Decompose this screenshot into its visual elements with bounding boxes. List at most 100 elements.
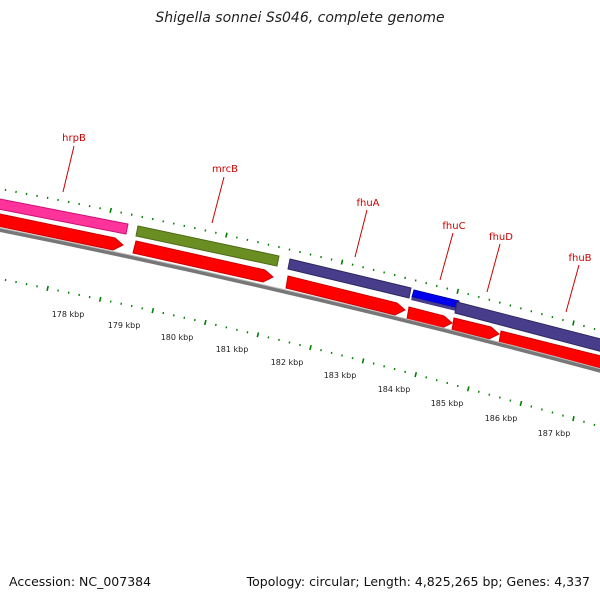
minor-tick (78, 202, 81, 206)
minor-tick (404, 370, 407, 373)
minor-tick (36, 285, 38, 288)
minor-tick (383, 365, 386, 368)
minor-tick (446, 381, 449, 385)
minor-tick (404, 276, 407, 279)
minor-tick (67, 200, 70, 204)
gene-label-fhuD: fhuD (489, 232, 513, 243)
gene-bar-mrcB[interactable] (135, 225, 280, 267)
minor-tick (25, 192, 28, 196)
cds-arrow[interactable] (132, 240, 274, 283)
major-tick (309, 345, 312, 351)
scale-label: 182 kbp (271, 358, 304, 367)
gene-bar-fhuD-fhuB[interactable] (454, 301, 600, 352)
minor-tick (330, 351, 333, 354)
cds-arrow[interactable] (498, 330, 600, 369)
minor-tick (530, 405, 533, 408)
minor-tick (204, 229, 207, 232)
minor-tick (246, 331, 249, 334)
map-title: Shigella sonnei Ss046, complete genome (155, 10, 445, 26)
major-tick (98, 296, 102, 302)
scale-label: 186 kbp (485, 414, 518, 423)
genome-backbone (0, 227, 600, 373)
scale-label: 180 kbp (161, 333, 194, 342)
minor-tick (288, 341, 291, 344)
cds-arrow[interactable] (0, 213, 124, 251)
gene-label-hrpB: hrpB (62, 133, 86, 144)
gene-label-fhuC: fhuC (442, 221, 465, 232)
minor-tick (267, 336, 270, 339)
minor-tick (509, 399, 512, 402)
minor-tick (498, 396, 501, 399)
gene-bar-fhuC-lower[interactable] (411, 297, 457, 311)
major-tick (414, 372, 418, 378)
scale-labels: 178 kbp 179 kbp 180 kbp 181 kbp 182 kbp … (52, 310, 571, 438)
minor-tick (214, 231, 217, 234)
gene-labels: hrpB mrcB fhuA fhuC fhuD fhuB (62, 133, 592, 264)
minor-tick (383, 271, 386, 274)
minor-tick (320, 255, 322, 259)
major-tick (46, 285, 49, 291)
minor-tick (141, 307, 144, 310)
major-tick (203, 319, 207, 326)
minor-tick (341, 354, 343, 357)
minor-tick (393, 367, 396, 371)
minor-tick (88, 295, 91, 299)
scale-label: 184 kbp (378, 385, 411, 394)
minor-tick (151, 217, 154, 221)
genome-summary-text: Topology: circular; Length: 4,825,265 bp… (246, 574, 590, 589)
minor-tick (351, 357, 354, 360)
minor-tick (435, 379, 438, 382)
genome-backbone-highlight (0, 227, 600, 370)
minor-tick (88, 205, 91, 208)
minor-tick (562, 318, 564, 322)
major-tick (340, 259, 344, 265)
minor-tick (36, 194, 38, 197)
scale-label: 185 kbp (431, 399, 464, 408)
major-tick (256, 332, 260, 338)
minor-tick (372, 362, 375, 365)
minor-tick (257, 241, 259, 244)
minor-tick (456, 384, 459, 388)
gene-label-mrcB: mrcB (212, 164, 238, 175)
gene-leader-lines (62, 145, 580, 313)
scale-label: 187 kbp (538, 429, 571, 438)
minor-tick (67, 291, 70, 294)
minor-tick (509, 304, 512, 307)
major-tick (572, 416, 575, 422)
major-tick (572, 320, 575, 326)
gene-bar-hrpB[interactable] (0, 198, 129, 235)
scale-tick-ring (4, 278, 596, 426)
minor-tick (435, 284, 438, 288)
minor-tick (330, 258, 333, 261)
minor-tick (593, 423, 596, 426)
scale-label: 179 kbp (108, 321, 141, 330)
scale-label: 181 kbp (216, 345, 249, 354)
minor-tick (551, 411, 554, 414)
cds-arrow[interactable] (406, 306, 453, 329)
outer-tick-ring (4, 188, 596, 331)
scale-label: 178 kbp (52, 310, 85, 319)
minor-tick (583, 324, 585, 328)
minor-tick (562, 414, 564, 417)
minor-tick (162, 220, 165, 223)
minor-tick (193, 318, 196, 322)
gene-bar-fhuA[interactable] (287, 258, 412, 299)
minor-tick (162, 311, 165, 315)
minor-tick (193, 227, 196, 230)
minor-tick (99, 207, 102, 210)
minor-tick (78, 293, 81, 297)
minor-tick (467, 293, 470, 296)
accession-text: Accession: NC_007384 (9, 574, 152, 589)
minor-tick (141, 215, 144, 219)
cds-arrow[interactable] (285, 275, 406, 316)
major-tick (519, 400, 523, 407)
major-tick (109, 207, 113, 213)
major-tick (456, 288, 460, 294)
cds-arrow[interactable] (451, 317, 500, 340)
gene-features (0, 198, 600, 352)
minor-tick (225, 326, 228, 329)
minor-tick (372, 268, 375, 271)
minor-tick (25, 283, 28, 286)
minor-tick (498, 301, 501, 304)
gene-label-fhuA: fhuA (356, 198, 379, 209)
